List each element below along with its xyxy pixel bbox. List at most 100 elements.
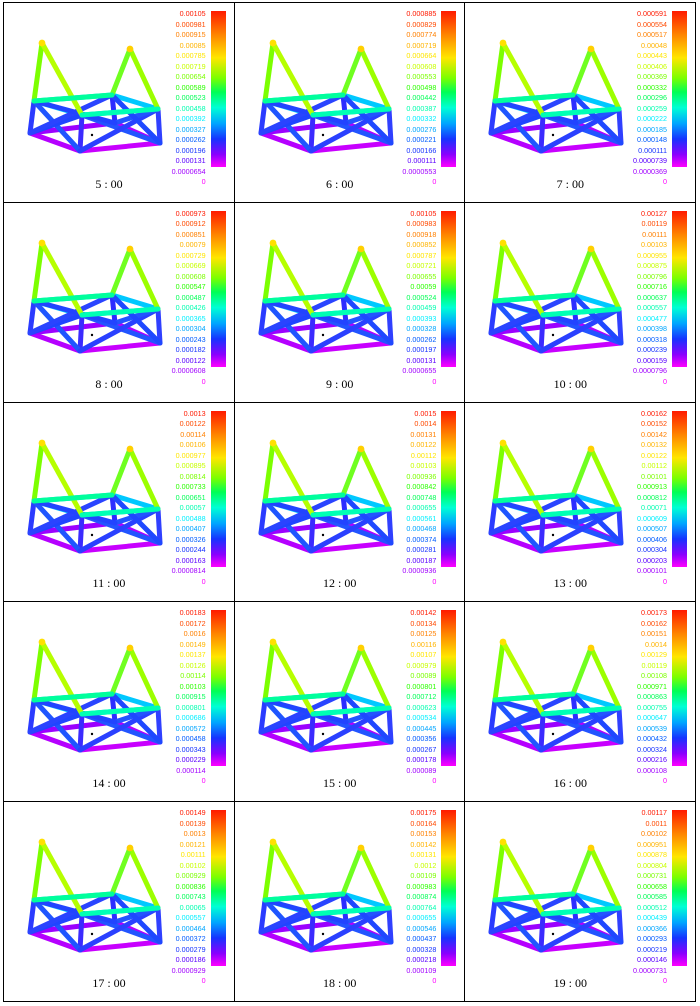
truss-member xyxy=(77,739,163,753)
truss-member xyxy=(570,292,579,326)
legend-value: 0.000304 xyxy=(175,324,206,334)
legend-value: 0.00153 xyxy=(410,829,437,839)
legend-value: 0.00065 xyxy=(179,902,206,912)
legend-value: 0.00071 xyxy=(641,503,667,513)
time-label: 19 : 00 xyxy=(553,976,587,990)
truss-member xyxy=(308,939,394,953)
legend-value: 0.00162 xyxy=(641,618,667,628)
legend-value: 0.00127 xyxy=(641,208,667,218)
time-label: 14 : 00 xyxy=(92,776,126,791)
legend-value: 0.000387 xyxy=(406,103,437,113)
legend-value: 0.0000608 xyxy=(171,366,206,376)
legend-value: 0.000293 xyxy=(637,934,667,944)
legend-value: 0.000915 xyxy=(175,30,206,39)
legend-value: 0.000406 xyxy=(637,61,667,71)
legend-value: 0.000654 xyxy=(175,72,206,81)
truss-structure xyxy=(258,638,394,753)
legend-value: 0.00089 xyxy=(410,671,437,681)
legend-color-bar xyxy=(441,410,457,567)
truss-member xyxy=(109,92,163,146)
truss-member xyxy=(262,292,346,304)
truss-member xyxy=(492,240,506,304)
truss-member xyxy=(538,306,622,354)
truss-structure xyxy=(27,239,163,354)
legend-value: 0 xyxy=(432,177,437,186)
truss-member xyxy=(262,839,276,903)
legend-value: 0.000955 xyxy=(637,250,667,260)
truss-member xyxy=(488,498,498,536)
legend-value: 0.000913 xyxy=(637,482,667,492)
legend-value: 0.0000936 xyxy=(402,566,437,576)
legend-value: 0.00085 xyxy=(179,40,206,50)
truss-member xyxy=(488,719,579,735)
legend-value: 0.000774 xyxy=(406,30,437,39)
time-panel: 0.00149 0.00139 0.0013 0.00121 0.00111 0.0010… xyxy=(4,802,235,1002)
truss-member xyxy=(308,140,394,154)
legend-labels: 0.000885 0.000829 0.000774 0.000719 0.000664… xyxy=(362,9,436,188)
truss-member xyxy=(127,645,161,711)
truss-member xyxy=(258,929,314,953)
truss-member xyxy=(340,492,392,512)
truss-member xyxy=(310,106,392,118)
truss-member xyxy=(340,891,392,911)
truss-member xyxy=(77,306,161,354)
legend-value: 0.00103 xyxy=(641,240,667,250)
legend-value: 0.000443 xyxy=(637,51,667,60)
legend-value: 0.000244 xyxy=(175,545,206,555)
legend-value: 0.000407 xyxy=(175,524,206,534)
truss-member xyxy=(155,905,163,945)
truss-member xyxy=(570,691,624,745)
reference-point xyxy=(552,133,555,137)
legend-value: 0.000874 xyxy=(406,892,437,902)
truss-member xyxy=(31,697,118,725)
legend-value: 0.000262 xyxy=(175,135,206,144)
legend-value: 0.00183 xyxy=(179,608,206,618)
legend-value: 0.000203 xyxy=(637,555,667,565)
reference-point xyxy=(90,133,94,137)
legend-value: 0.000517 xyxy=(637,30,667,39)
legend-value: 0.000733 xyxy=(175,482,206,492)
truss-member xyxy=(616,506,624,546)
legend-value: 0.000159 xyxy=(637,355,667,365)
truss-member xyxy=(538,312,546,354)
legend-value: 0.000731 xyxy=(637,871,667,881)
legend-value: 0.00142 xyxy=(641,429,667,439)
legend-value: 0.00142 xyxy=(410,608,437,618)
legend-value: 0.000432 xyxy=(637,734,667,744)
legend-value: 0.000748 xyxy=(406,492,437,502)
legend-value: 0.00151 xyxy=(641,629,667,639)
truss-member xyxy=(109,292,163,346)
truss-member xyxy=(310,306,392,318)
legend-value: 0 xyxy=(432,576,437,586)
time-label: 18 : 00 xyxy=(322,976,357,990)
truss-member xyxy=(262,897,349,925)
reference-point xyxy=(90,533,94,536)
truss-member xyxy=(31,891,115,903)
truss-member xyxy=(77,112,85,154)
legend-value: 0.000487 xyxy=(175,292,206,302)
color-legend: 0.00183 0.00172 0.0016 0.00149 0.00137 0.0012… xyxy=(130,608,230,785)
legend-value: 0.000561 xyxy=(406,513,437,523)
truss-member xyxy=(492,92,576,104)
truss-member xyxy=(155,306,163,346)
legend-color-bar xyxy=(672,410,687,567)
time-label: 7 : 00 xyxy=(556,176,584,191)
truss-member xyxy=(340,891,394,945)
truss-member xyxy=(308,106,392,154)
legend-value: 0.00142 xyxy=(410,839,437,849)
time-panel: 0.000885 0.000829 0.000774 0.000719 0.000664… xyxy=(234,3,466,203)
legend-value: 0.000122 xyxy=(175,355,206,365)
time-label: 9 : 00 xyxy=(325,376,354,391)
truss-member xyxy=(616,705,624,745)
truss-member xyxy=(540,506,622,518)
truss-member xyxy=(27,498,37,536)
truss-member xyxy=(31,498,118,526)
truss-member xyxy=(492,891,576,903)
truss-member xyxy=(77,140,163,154)
truss-member xyxy=(538,140,624,154)
legend-value: 0.00106 xyxy=(179,440,206,450)
legend-color-bar xyxy=(672,11,687,167)
truss-member xyxy=(492,40,506,104)
truss-member xyxy=(500,639,546,717)
truss-member xyxy=(538,711,546,753)
